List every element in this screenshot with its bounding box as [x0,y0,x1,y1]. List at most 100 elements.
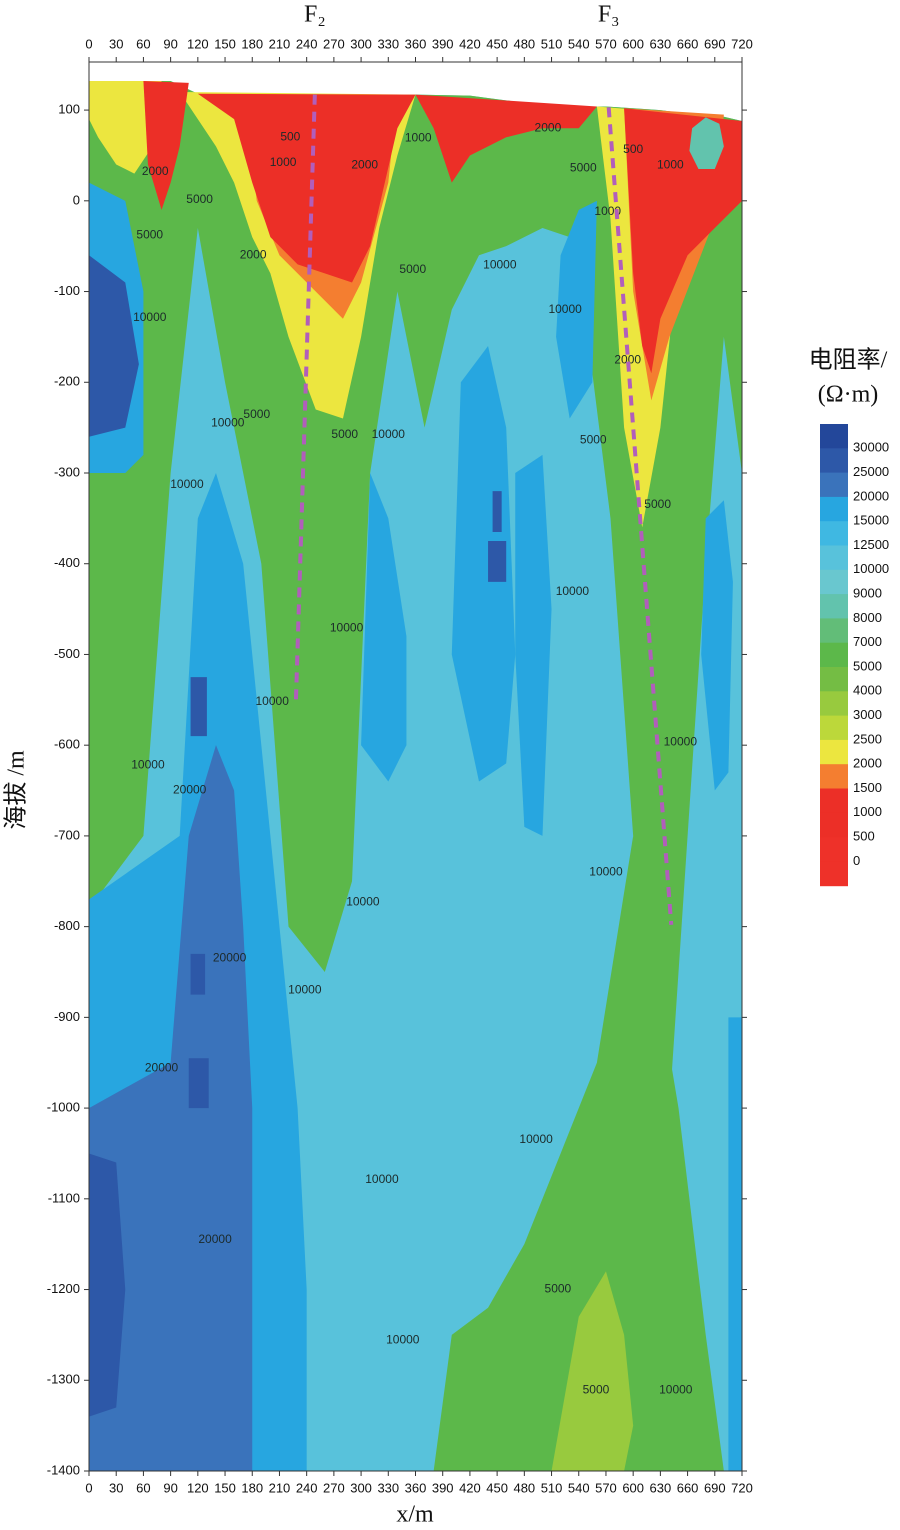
colorbar-label: 30000 [853,440,889,455]
contour-label: 5000 [136,227,163,241]
contour-label: 10000 [330,620,364,634]
x-tick-label: 510 [541,1480,563,1495]
colorbar-label: 10000 [853,561,889,576]
contour-label: 5000 [580,433,607,447]
resistivity-region [551,1271,634,1471]
x-tick-label: 660 [677,36,699,51]
x-tick-label: 420 [459,36,481,51]
contour-label: 10000 [288,982,322,996]
x-tick-label: 330 [377,36,399,51]
resistivity-region [190,677,207,737]
colorbar-swatch [820,812,848,838]
y-tick-label: -1100 [48,1190,80,1205]
contour-label: 20000 [198,1232,232,1246]
x-tick-label: 660 [677,1480,699,1495]
contour-label: 10000 [372,427,406,441]
x-tick-label: 690 [704,1480,726,1495]
colorbar-label: 2500 [853,731,882,746]
contour-label: 5000 [331,427,358,441]
colorbar-label: 4000 [853,683,882,698]
colorbar-swatch [820,642,848,668]
colorbar-swatch [820,569,848,595]
contour-label: 2000 [614,353,641,367]
contour-label: 500 [280,129,300,143]
x-tick-label: 60 [136,36,150,51]
x-tick-label: 480 [513,36,535,51]
contour-label: 10000 [519,1132,553,1146]
contour-label: 10000 [386,1333,420,1347]
colorbar-label: 500 [853,829,875,844]
resistivity-region [188,1058,209,1109]
colorbar-swatch [820,837,848,862]
contour-label: 20000 [213,951,247,965]
y-tick-label: -100 [54,283,80,298]
resistivity-region [415,94,597,183]
resistivity-region [556,200,597,419]
contour-label: 1000 [270,155,297,169]
x-tick-label: 390 [432,36,454,51]
contour-label: 5000 [545,1282,572,1296]
resistivity-region [701,500,733,791]
resistivity-region [190,953,206,995]
colorbar-swatch [820,667,848,692]
x-tick-label: 120 [187,36,209,51]
contour-label: 20000 [145,1060,179,1074]
contour-label: 10000 [256,694,290,708]
y-tick-label: -900 [54,1009,80,1024]
contour-label: 1000 [594,204,621,218]
contour-label: 5000 [399,262,426,276]
colorbar-label: 2000 [853,756,882,771]
resistivity-region [728,1017,742,1471]
x-tick-label: 240 [296,36,318,51]
colorbar-label: 1000 [853,804,882,819]
colorbar-label: 0 [853,853,860,868]
contour-label: 10000 [346,894,380,908]
x-tick-label: 30 [109,1480,123,1495]
x-tick-label: 570 [595,1480,617,1495]
y-axis-label: 海拔 /m [3,750,30,830]
x-tick-label: 180 [241,36,263,51]
resistivity-region [89,255,139,437]
colorbar-swatch [820,496,848,522]
x-tick-label: 210 [269,36,291,51]
y-tick-label: -600 [54,737,80,752]
y-tick-label: -800 [54,918,80,933]
colorbar-label: 25000 [853,464,889,479]
resistivity-region [492,491,502,532]
colorbar-label: 5000 [853,658,882,673]
colorbar-swatch [820,788,848,814]
x-tick-label: 30 [109,36,123,51]
resistivity-region [451,345,516,782]
x-tick-label: 540 [568,1480,590,1495]
x-tick-label: 0 [85,1480,92,1495]
resistivity-region [89,745,253,1471]
colorbar-label: 8000 [853,610,882,625]
contour-label: 10000 [483,257,517,271]
y-tick-label: -700 [54,827,80,842]
contour-label: 5000 [570,160,597,174]
contour-label: 10000 [556,584,590,598]
resistivity-region [361,472,407,782]
x-tick-label: 570 [595,36,617,51]
y-tick-label: -1300 [47,1372,80,1387]
contour-label: 5000 [243,407,270,421]
x-tick-label: 240 [296,1480,318,1495]
resistivity-region [624,108,742,374]
contour-label: 10000 [548,302,582,316]
contour-label: 2000 [351,158,378,172]
x-tick-label: 90 [163,36,177,51]
x-tick-label: 540 [568,36,590,51]
colorbar-swatch [820,739,848,765]
fault-label: F₃ [598,2,620,28]
colorbar-label: 7000 [853,634,882,649]
colorbar-title: 电阻率/ [809,347,888,374]
resistivity-region [689,117,724,170]
contour-label: 10000 [211,415,245,429]
contour-label: 10000 [664,735,698,749]
y-tick-label: -200 [54,374,80,389]
plot-area: 500 1000 2000 5000 2000 1000 2000 5000 500 1000 10… [89,81,742,1471]
y-tick-label: -1200 [47,1281,80,1296]
x-tick-label: 180 [241,1480,263,1495]
colorbar-swatch [820,545,848,571]
x-tick-label: 330 [377,1480,399,1495]
